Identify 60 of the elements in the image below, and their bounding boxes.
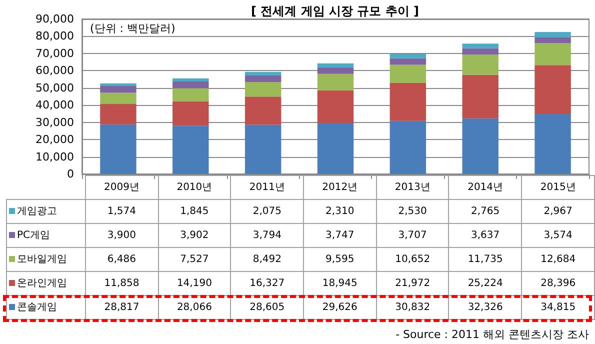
data-label: 28,817 <box>85 296 158 320</box>
data-label: 32,326 <box>448 296 522 320</box>
y-tick-label: 70,000 <box>36 46 74 60</box>
data-label: 1,574 <box>85 200 158 224</box>
y-tick-label: 30,000 <box>36 116 74 129</box>
data-label: 30,832 <box>376 296 449 320</box>
data-label: 11,735 <box>448 248 522 272</box>
data-label: 16,327 <box>230 272 304 296</box>
data-label: 14,190 <box>158 272 231 296</box>
data-label: 28,605 <box>230 296 304 320</box>
x-tick-label: 2012년 <box>304 176 376 200</box>
data-label: 9,595 <box>304 248 376 272</box>
y-tick-label: 10,000 <box>36 150 74 164</box>
legend-label: 콘솔게임 <box>6 296 86 320</box>
data-label: 3,747 <box>304 224 376 248</box>
y-tick-label: 80,000 <box>36 30 74 43</box>
data-label: 25,224 <box>448 272 522 296</box>
data-label: 2,967 <box>522 200 594 224</box>
x-tick-label: 2011년 <box>230 176 304 200</box>
data-label: 29,626 <box>304 296 376 320</box>
data-label: 3,902 <box>158 224 231 248</box>
data-label: 28,066 <box>158 296 231 320</box>
data-label: 2,765 <box>448 200 522 224</box>
data-label: 28,396 <box>522 272 594 296</box>
text: - Source : 2011 해외 콘텐츠시장 조사 <box>396 327 589 342</box>
x-tick-label: 2010년 <box>158 176 231 200</box>
data-label: 3,900 <box>85 224 158 248</box>
data-label: 3,707 <box>376 224 449 248</box>
x-tick-label: 2014년 <box>448 176 522 200</box>
annotation: (단위 : 백만달러) <box>90 21 176 36</box>
data-label: 18,945 <box>304 272 376 296</box>
data-label: 2,310 <box>304 200 376 224</box>
x-tick-label: 2009년 <box>85 176 158 200</box>
y-tick-label: 40,000 <box>36 98 74 112</box>
data-label: 10,652 <box>376 248 449 272</box>
data-label: 7,527 <box>158 248 231 272</box>
y-tick-label: 0 <box>67 168 74 180</box>
data-label: 3,574 <box>522 224 594 248</box>
data-label: 2,530 <box>376 200 449 224</box>
data-label: 2,075 <box>230 200 304 224</box>
data-label: 8,492 <box>230 248 304 272</box>
data-label: 34,815 <box>522 296 594 320</box>
x-tick-label: 2013년 <box>376 176 449 200</box>
data-label: 21,972 <box>376 272 449 296</box>
data-label: 3,637 <box>448 224 522 248</box>
data-label: 12,684 <box>522 248 594 272</box>
chart-title: [ 전세계 게임 시장 규모 추이 ] <box>250 4 420 18</box>
legend-label: 게임광고 <box>6 200 86 224</box>
legend-label: 모바일게임 <box>6 248 86 272</box>
data-label: 6,486 <box>85 248 158 272</box>
legend-label: PC게임 <box>6 224 86 248</box>
y-tick-label: 20,000 <box>36 133 74 146</box>
y-tick-label: 50,000 <box>36 81 74 94</box>
data-label: 11,858 <box>85 272 158 296</box>
data-label: 1,845 <box>158 200 231 224</box>
legend-label: 온라인게임 <box>6 272 86 296</box>
data-label: 3,794 <box>230 224 304 248</box>
x-tick-label: 2015년 <box>522 176 594 200</box>
y-tick-label: 60,000 <box>36 64 74 78</box>
y-tick-label: 90,000 <box>36 12 74 26</box>
